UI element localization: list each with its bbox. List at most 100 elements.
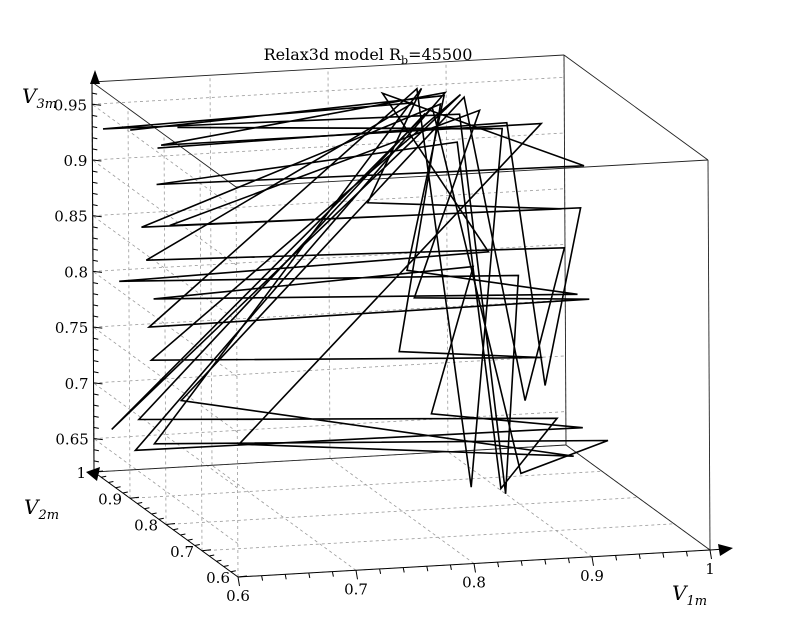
y-tick <box>158 517 164 520</box>
z-tick <box>93 348 99 351</box>
x-tick <box>261 575 264 581</box>
y-tick <box>194 544 200 546</box>
box-edge <box>563 54 709 161</box>
z-axis-label: V3m <box>22 84 57 112</box>
x-tick <box>685 551 688 557</box>
x-tick <box>308 572 311 579</box>
x-tick <box>662 552 665 558</box>
trajectory-series-2 <box>111 87 609 488</box>
z-tick <box>92 114 98 117</box>
grid-line <box>445 61 449 452</box>
x-tick <box>544 559 547 565</box>
z-tick <box>93 293 99 296</box>
y-tick-label: 0.9 <box>98 490 122 508</box>
x-tick <box>709 549 712 560</box>
z-tick <box>92 204 98 207</box>
z-tick <box>92 192 98 195</box>
z-tick <box>93 326 103 329</box>
box-edge <box>91 81 237 188</box>
x-axis-label: V1m <box>672 581 707 609</box>
z-tick <box>93 426 99 429</box>
z-tick <box>93 460 99 463</box>
tick-marks <box>91 81 712 587</box>
box-edge <box>93 444 567 473</box>
y-tick <box>223 565 229 567</box>
z-tick-label: 0.9 <box>64 152 88 170</box>
y-tick <box>201 549 212 552</box>
y-tick-label: 1 <box>76 464 86 482</box>
grid-line <box>93 411 566 439</box>
data-lines <box>102 87 609 494</box>
x-tick <box>426 566 429 572</box>
y-tick <box>137 502 143 504</box>
grid-line <box>93 355 566 384</box>
y-tick <box>151 512 157 515</box>
z-tick-label: 0.8 <box>64 263 88 281</box>
y-tick-label: 0.6 <box>206 569 230 587</box>
y-tick <box>101 475 107 478</box>
z-tick-label: 0.95 <box>54 96 87 114</box>
x-tick <box>567 558 570 564</box>
z-tick <box>92 270 103 273</box>
z-tick <box>93 304 99 307</box>
x-tick <box>284 574 287 580</box>
x-tick <box>497 562 500 568</box>
z-tick <box>92 181 98 184</box>
grid-line <box>201 523 675 552</box>
x-tick <box>638 553 641 560</box>
y-tick <box>173 528 179 531</box>
z-tick <box>92 137 98 140</box>
tick-labels: 0.6 0.7 0.8 0.9 1 0.6 0.7 0.8 0.9 1 0.65 0.7 0.75 0.8… <box>54 96 715 605</box>
z-tick <box>92 259 98 262</box>
z-tick <box>93 382 103 385</box>
y-tick <box>209 554 215 557</box>
grid-line <box>209 75 213 466</box>
chart-title: Relax3d model Rb=45500 <box>264 45 473 67</box>
z-tick <box>93 315 99 318</box>
z-tick <box>92 170 98 173</box>
y-tick <box>122 491 128 494</box>
z-tick <box>92 282 99 285</box>
z-tick <box>93 371 99 374</box>
grid-line <box>165 497 639 525</box>
y-tick-label: 0.8 <box>134 517 158 535</box>
y-tick-label: 0.7 <box>170 543 194 561</box>
grid-line <box>327 68 331 459</box>
x-tick <box>449 564 452 570</box>
y-axis-arrow <box>86 467 100 481</box>
trajectory-series-1 <box>102 91 585 494</box>
grid-line <box>199 160 203 551</box>
x-tick <box>331 571 334 577</box>
y-tick <box>187 538 193 541</box>
z-tick <box>93 393 99 396</box>
y-tick <box>129 496 140 499</box>
box-edge <box>565 444 711 551</box>
x-tick <box>237 576 240 587</box>
x-tick-label: 0.6 <box>226 587 250 605</box>
grid-line <box>127 108 131 499</box>
grid-line <box>163 134 167 525</box>
z-tick <box>93 404 99 407</box>
box-edge <box>235 159 709 188</box>
z-axis-line <box>91 81 95 473</box>
x-tick-label: 1 <box>705 560 715 578</box>
z-tick <box>92 92 98 95</box>
z-tick-label: 0.65 <box>55 431 88 449</box>
x-tick <box>615 555 618 561</box>
z-tick <box>92 103 102 106</box>
x-tick <box>520 560 523 566</box>
z-tick <box>92 248 98 251</box>
y-tick <box>108 481 114 483</box>
z-tick <box>93 438 103 441</box>
z-tick <box>92 159 102 162</box>
y-tick <box>115 486 121 489</box>
y-tick <box>230 570 236 573</box>
y-tick <box>165 523 176 525</box>
x-tick <box>591 556 594 566</box>
grid-line <box>93 382 238 489</box>
z-tick <box>92 215 102 218</box>
z-tick <box>92 226 98 229</box>
grid-line <box>211 464 357 571</box>
y-tick <box>216 559 222 562</box>
